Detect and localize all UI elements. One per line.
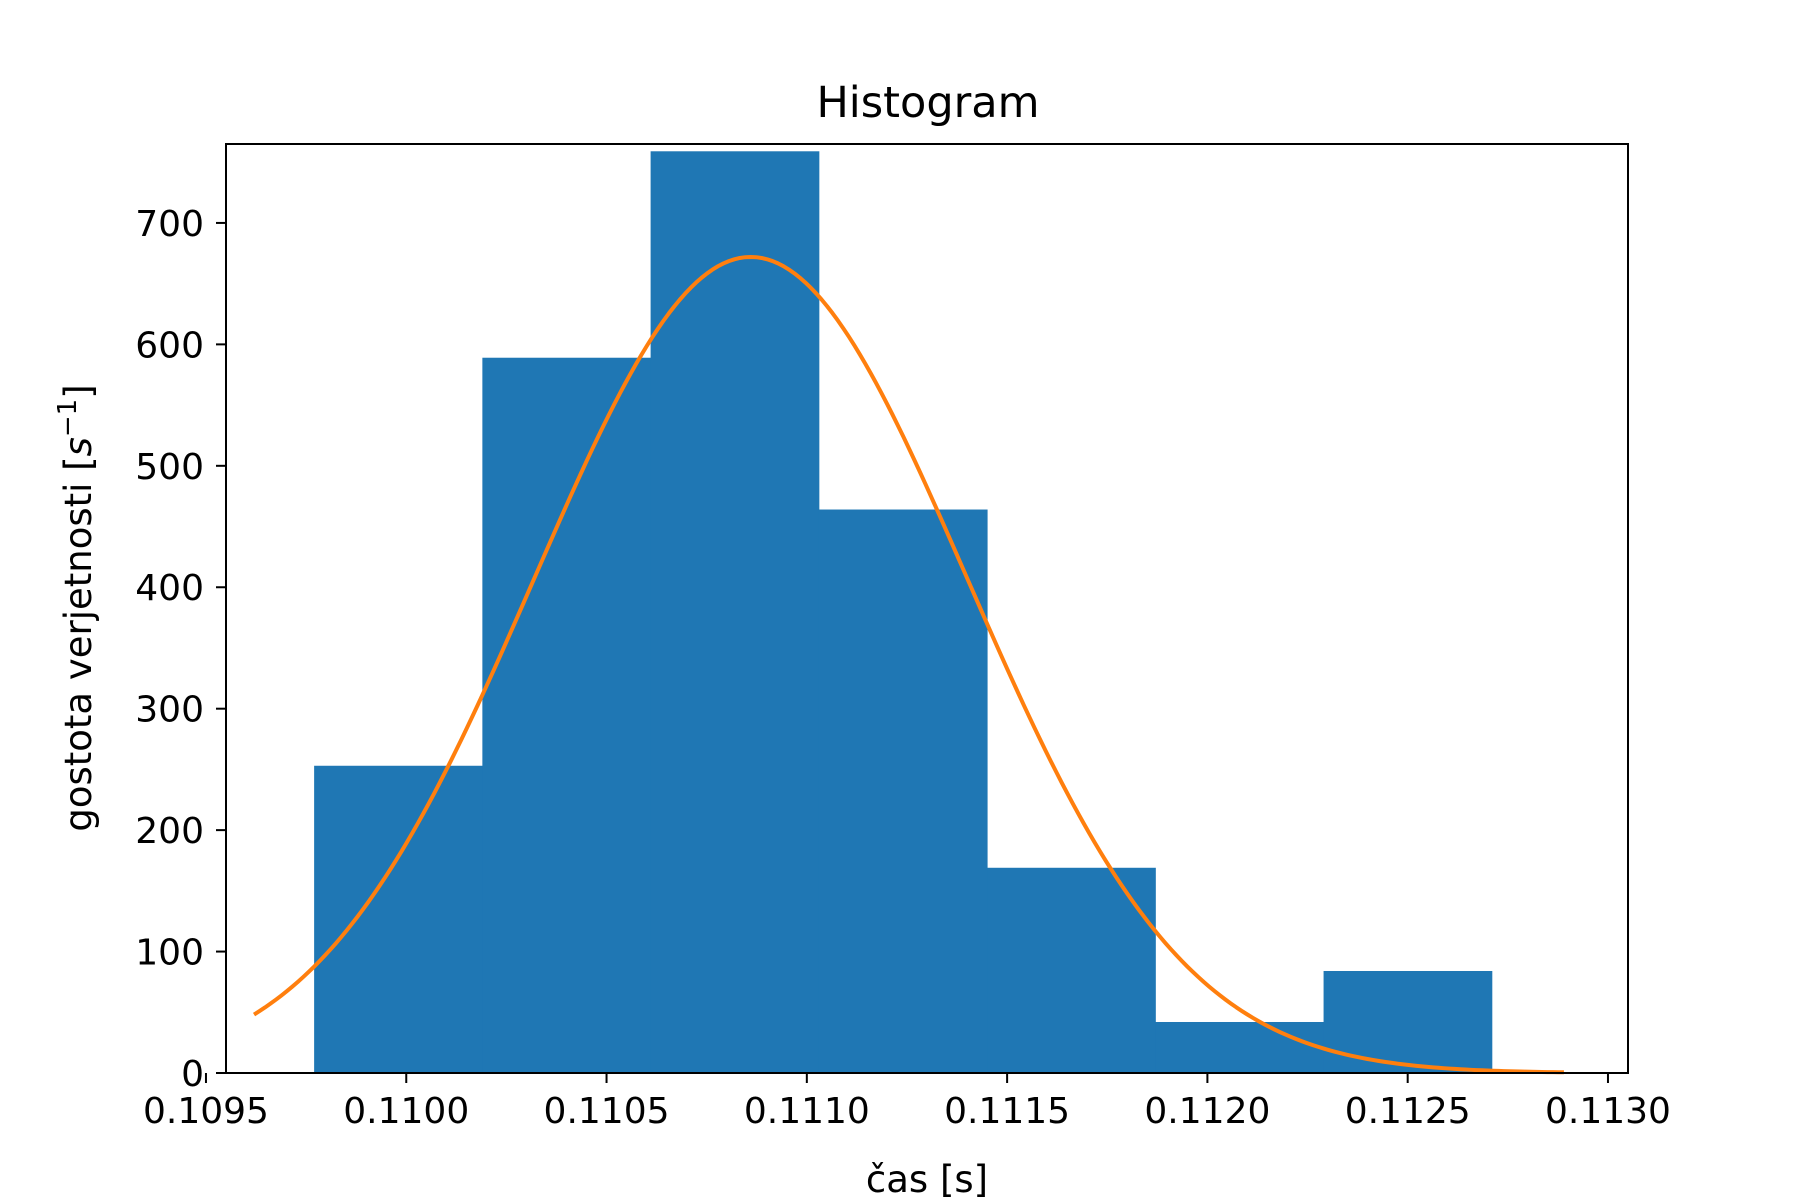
x-tick-label: 0.1125	[1345, 1091, 1471, 1132]
y-tick-label: 400	[135, 568, 204, 609]
fit-curve-layer	[252, 254, 1564, 1075]
x-tick-label: 0.1115	[944, 1091, 1070, 1132]
y-axis-label-text: gostota verjetnosti	[57, 483, 100, 832]
y-tick-label: 300	[135, 690, 204, 731]
y-axis-unit-base: s	[57, 437, 100, 456]
chart-title: Histogram	[816, 78, 1039, 128]
histogram-bar	[650, 151, 820, 1074]
x-tick-label: 0.1130	[1545, 1091, 1671, 1132]
y-tick-label: 0	[181, 1054, 204, 1095]
y-axis-unit-exponent: −1	[53, 399, 83, 437]
y-axis-label: gostota verjetnosti [s−1]	[53, 384, 100, 831]
histogram-bar	[1323, 970, 1493, 1073]
x-tick-label: 0.1110	[744, 1091, 870, 1132]
x-tick-label: 0.1120	[1144, 1091, 1270, 1132]
y-tick-label: 500	[135, 447, 204, 488]
y-axis-ticks: 0 100 200 300 400 500 600 700	[135, 204, 226, 1095]
histogram-bar	[818, 509, 988, 1074]
x-axis-label: čas [s]	[866, 1158, 988, 1200]
plot-frame	[225, 143, 1629, 1074]
y-tick-label: 100	[135, 933, 204, 974]
histogram-bar	[314, 765, 483, 1073]
x-axis-ticks: 0.1095 0.1100 0.1105 0.1110 0.1115 0.1120 0.11…	[143, 1073, 1671, 1132]
x-tick-label: 0.1100	[343, 1091, 469, 1132]
histogram-bar	[1155, 1021, 1325, 1073]
x-tick-label: 0.1095	[143, 1091, 269, 1132]
histogram-bars	[314, 151, 1493, 1074]
fit-curve	[252, 254, 1564, 1075]
histogram-bar	[987, 867, 1156, 1073]
y-tick-label: 600	[135, 325, 204, 366]
y-tick-label: 700	[135, 204, 204, 245]
histogram-bar	[482, 357, 652, 1073]
x-tick-label: 0.1105	[544, 1091, 670, 1132]
y-tick-label: 200	[135, 811, 204, 852]
